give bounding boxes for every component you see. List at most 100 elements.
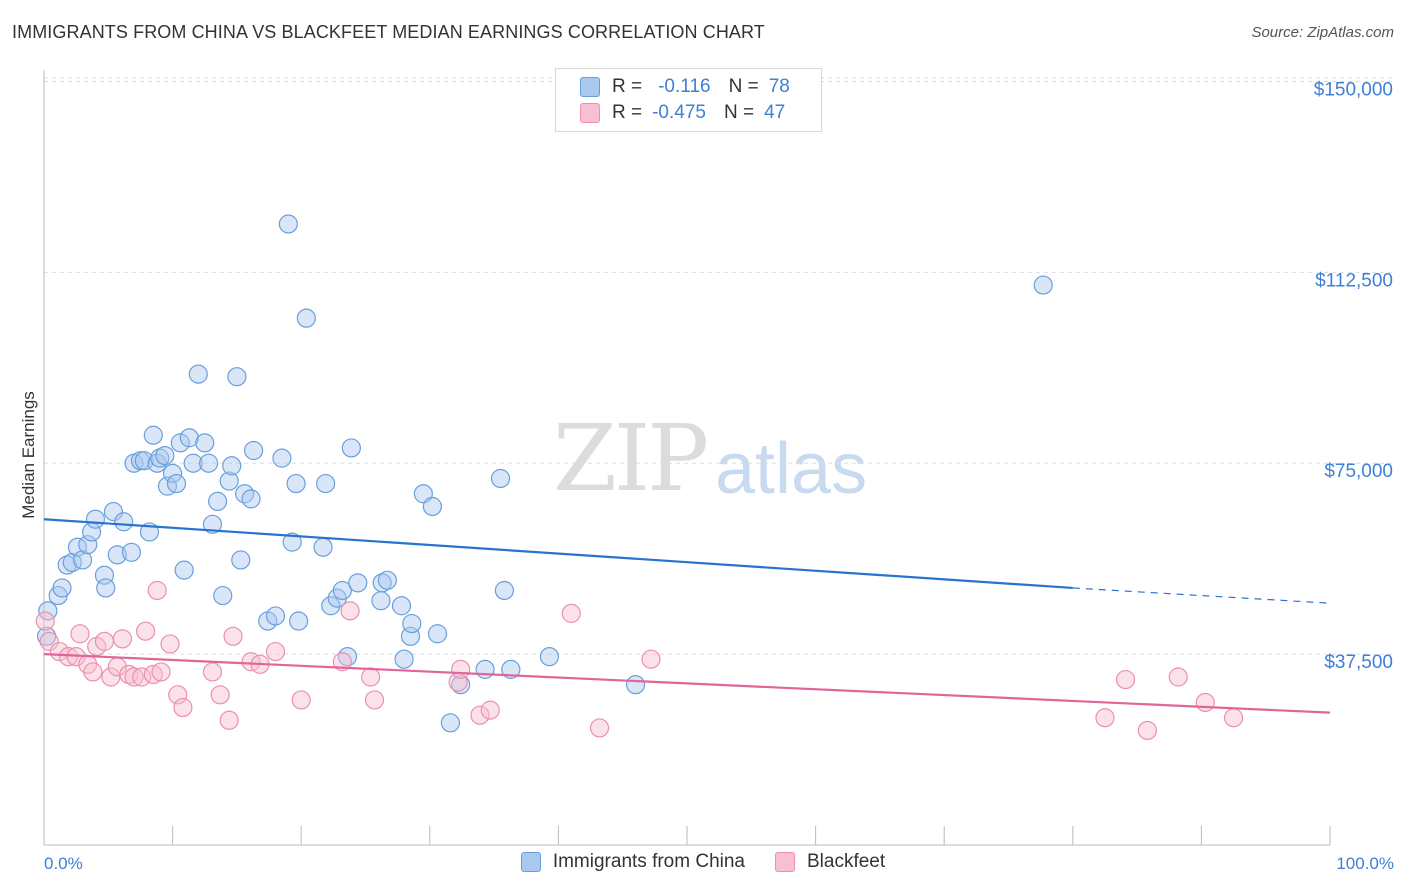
china-point [332, 580, 352, 601]
china-point [490, 468, 511, 489]
china-point [103, 501, 124, 522]
blackfeet-point [143, 664, 163, 685]
blackfeet-point [451, 659, 471, 679]
china-point [179, 428, 199, 448]
legend-r-label: R = [612, 102, 643, 123]
china-point [321, 596, 341, 616]
blackfeet-point [132, 667, 152, 687]
china-point [625, 675, 646, 695]
china-point [475, 659, 495, 679]
china-point [372, 573, 392, 593]
grid-lines [44, 77, 1394, 655]
china-point [371, 591, 391, 611]
legend-row-blackfeet: R = -0.475 N = 47 [580, 100, 785, 126]
blackfeet-point [35, 611, 55, 631]
blackfeet-point [1137, 720, 1157, 741]
china-point [289, 611, 309, 631]
china-point [313, 537, 333, 557]
china-point [377, 570, 397, 590]
china-point [36, 626, 57, 646]
china-point [241, 489, 261, 509]
china-point [286, 473, 306, 494]
china-point [265, 606, 286, 626]
china-point [85, 509, 106, 529]
china-point [316, 473, 336, 494]
blackfeet-point [480, 700, 500, 720]
legend-n-value: 78 [768, 76, 790, 97]
chart-title: IMMIGRANTS FROM CHINA VS BLACKFEET MEDIA… [12, 22, 765, 42]
china-point [282, 532, 302, 552]
blackfeet-point [641, 649, 661, 669]
china-point [440, 713, 460, 733]
blackfeet-point [70, 624, 90, 644]
chart-source: Source: ZipAtlas.com [1251, 24, 1394, 41]
legend-n-label: N = [728, 76, 759, 97]
china-point [1033, 275, 1053, 295]
blackfeet-point [219, 710, 239, 730]
legend-swatch-china [580, 77, 600, 97]
blackfeet-point [340, 601, 360, 621]
china-point [121, 542, 142, 562]
china-point [227, 367, 247, 387]
blackfeet-point [168, 685, 188, 705]
legend-series: Immigrants from China Blackfeet [0, 851, 1406, 873]
china-point [427, 624, 448, 644]
china-point [174, 560, 194, 580]
x-tick-label-max: 100.0% [1336, 854, 1394, 873]
china-point [337, 647, 358, 667]
legend-correlation: R = -0.116 N = 78 R = -0.475 N = 47 [555, 68, 822, 132]
blackfeet-point [291, 690, 311, 710]
y-axis-label: Median Earnings [19, 391, 38, 519]
china-point [155, 445, 175, 466]
x-tick-marks [43, 826, 1331, 845]
blackfeet-point [151, 662, 171, 682]
y-tick-label: $75,000 [1324, 461, 1393, 482]
watermark-atlas: atlas [715, 429, 868, 509]
y-tick-label: $112,500 [1315, 270, 1393, 291]
legend-r-value: -0.475 [652, 102, 706, 123]
y-tick-label: $37,500 [1324, 652, 1393, 673]
china-point [402, 613, 422, 634]
china-point [394, 649, 414, 669]
china-point [235, 484, 255, 504]
blackfeet-point [364, 690, 385, 710]
blackfeet-point [83, 662, 103, 682]
china-point [451, 675, 471, 695]
legend-n-label: N = [723, 102, 755, 123]
blackfeet-point [332, 652, 352, 672]
china-point [183, 453, 203, 473]
y-tick-label: $150,000 [1314, 79, 1393, 100]
china-point [296, 308, 316, 328]
china-point [52, 578, 72, 598]
blackfeet-trend-line [43, 653, 1331, 714]
china-trend-extension [1072, 587, 1331, 604]
china-point [219, 471, 239, 491]
blackfeet-point [112, 629, 133, 649]
legend-item-blackfeet[interactable]: Blackfeet [775, 851, 885, 873]
china-point [147, 453, 167, 473]
china-point [57, 555, 77, 575]
blackfeet-point [1095, 708, 1115, 728]
blackfeet-point [561, 603, 581, 623]
china-point [208, 491, 228, 512]
watermark-zip: ZIP [553, 405, 709, 512]
series-blackfeet-points [35, 580, 1244, 741]
blackfeet-point [160, 634, 180, 654]
blackfeet-point [135, 621, 156, 641]
china-point [272, 448, 292, 468]
legend-swatch-blackfeet [580, 103, 600, 123]
blackfeet-point [1195, 692, 1215, 713]
y-tick-labels: $37,500 $75,000 $112,500 $150,000 [1314, 79, 1393, 673]
china-point [348, 573, 368, 593]
china-point [163, 463, 183, 484]
china-point [391, 596, 412, 616]
blackfeet-point [1115, 669, 1136, 690]
blackfeet-point [265, 641, 286, 662]
blackfeet-point [147, 580, 167, 601]
china-point [494, 580, 514, 601]
blackfeet-point [470, 705, 490, 725]
legend-swatch-blackfeet [775, 852, 795, 872]
legend-row-china: R = -0.116 N = 78 [580, 74, 790, 100]
blackfeet-point [173, 697, 193, 718]
legend-item-china[interactable]: Immigrants from China [520, 851, 745, 873]
